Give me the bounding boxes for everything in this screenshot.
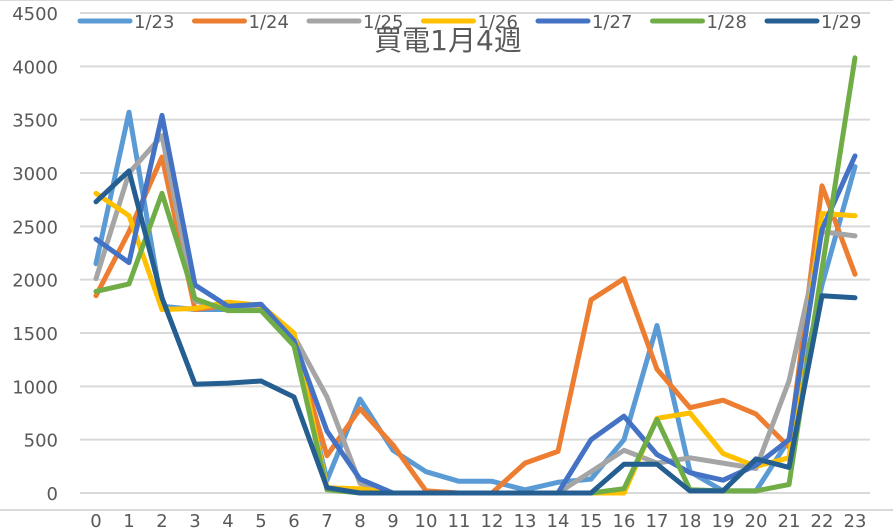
x-tick-label: 3 <box>189 511 200 532</box>
x-tick-label: 12 <box>481 511 504 532</box>
gridlines <box>80 12 870 494</box>
x-tick-label: 4 <box>222 511 233 532</box>
x-tick-label: 14 <box>547 511 570 532</box>
legend-item-1-23: 1/23 <box>77 12 174 33</box>
legend-label: 1/25 <box>363 12 403 33</box>
y-tick-label: 1500 <box>12 324 58 345</box>
legend-label: 1/26 <box>478 12 518 33</box>
y-tick-label: 1000 <box>12 377 58 398</box>
x-tick-label: 16 <box>613 511 636 532</box>
x-tick-label: 21 <box>778 511 801 532</box>
y-axis-labels: 0 500 1000 1500 2000 2500 3000 3500 4000 4500 <box>12 4 58 505</box>
x-tick-label: 11 <box>448 511 471 532</box>
legend-label: 1/27 <box>592 12 632 33</box>
y-tick-label: 2500 <box>12 217 58 238</box>
x-tick-label: 0 <box>90 511 101 532</box>
x-tick-label: 20 <box>745 511 768 532</box>
legend: 1/23 1/24 1/25 1/26 1/27 1/28 1/29 <box>77 12 861 33</box>
x-tick-label: 10 <box>415 511 438 532</box>
legend-item-1-24: 1/24 <box>192 12 289 33</box>
x-tick-label: 17 <box>646 511 669 532</box>
x-tick-label: 15 <box>580 511 603 532</box>
series-line-1-29 <box>93 168 858 496</box>
series-line-1-26 <box>93 190 858 496</box>
legend-item-1-29: 1/29 <box>764 12 861 33</box>
x-tick-label: 6 <box>288 511 299 532</box>
x-tick-label: 8 <box>354 511 365 532</box>
legend-label: 1/29 <box>821 12 861 33</box>
x-tick-label: 2 <box>156 511 167 532</box>
y-tick-label: 4500 <box>12 4 58 25</box>
x-axis-labels: 0 1 2 3 4 5 6 7 8 9 10 11 12 13 14 15 16 17 18 19 20 21 22 23 <box>90 511 866 532</box>
y-tick-label: 500 <box>24 431 58 452</box>
x-tick-label: 23 <box>844 511 867 532</box>
legend-label: 1/28 <box>707 12 747 33</box>
y-tick-label: 2000 <box>12 271 58 292</box>
x-tick-label: 19 <box>712 511 735 532</box>
x-tick-label: 5 <box>255 511 266 532</box>
legend-item-1-28: 1/28 <box>650 12 747 33</box>
x-tick-label: 1 <box>123 511 134 532</box>
x-tick-label: 18 <box>679 511 702 532</box>
y-tick-label: 4000 <box>12 57 58 78</box>
series-lines <box>93 55 858 496</box>
legend-label: 1/23 <box>134 12 174 33</box>
x-tick-label: 7 <box>321 511 332 532</box>
series-line-1-28 <box>93 55 858 496</box>
legend-item-1-25: 1/25 <box>306 12 403 33</box>
x-tick-label: 9 <box>387 511 398 532</box>
legend-label: 1/24 <box>249 12 289 33</box>
x-tick-label: 22 <box>811 511 834 532</box>
y-tick-label: 3500 <box>12 111 58 132</box>
series-line-1-24 <box>93 154 858 496</box>
x-tick-label: 13 <box>514 511 537 532</box>
chart-title: 買電1月4週 <box>374 24 522 57</box>
legend-item-1-26: 1/26 <box>421 12 518 33</box>
legend-item-1-27: 1/27 <box>535 12 632 33</box>
y-tick-label: 3000 <box>12 164 58 185</box>
y-tick-label: 0 <box>47 484 58 505</box>
